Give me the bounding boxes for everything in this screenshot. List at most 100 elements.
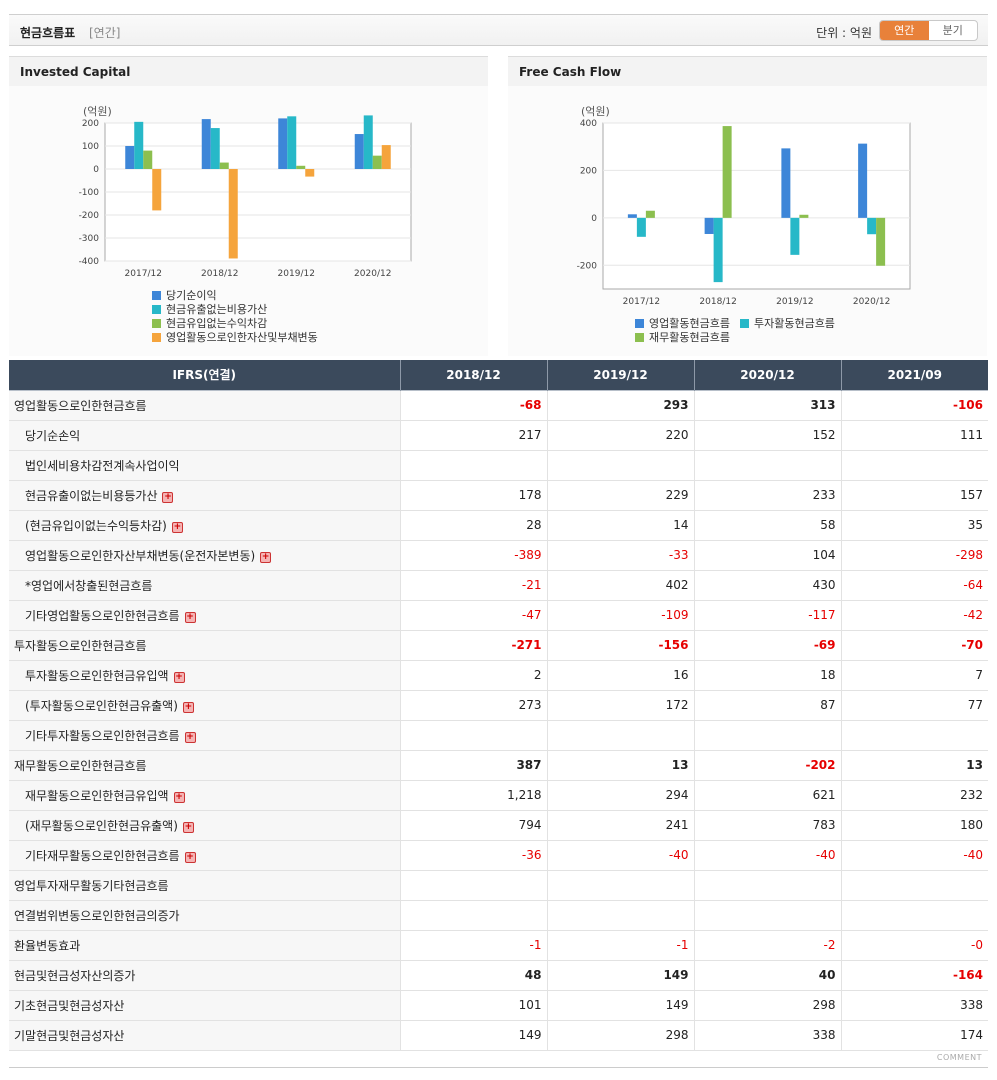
table-cell: 16	[546, 660, 694, 691]
bar	[219, 162, 229, 169]
expand-plus-icon[interactable]: +	[184, 851, 196, 863]
x-tick-label: 2020/12	[354, 269, 391, 279]
legend-item: 현금유입없는수익차감	[152, 316, 267, 330]
row-label: (투자활동으로인한현금유출액) +	[9, 690, 400, 721]
bar	[799, 214, 809, 218]
table-cell: 178	[399, 480, 547, 511]
table-cell: 111	[840, 420, 988, 451]
comment-toggle[interactable]: COMMENT	[936, 1053, 982, 1062]
row-label-text: *영업에서창출된현금흐름	[25, 578, 153, 593]
table-header-col: 2018/12	[399, 360, 547, 390]
quarter-toggle-button[interactable]: 분기	[942, 24, 963, 37]
table-header-label: IFRS(연결)	[9, 360, 400, 390]
annual-toggle-button[interactable]: 연간	[880, 21, 929, 40]
expand-plus-icon[interactable]: +	[173, 791, 185, 803]
table-cell: 229	[546, 480, 694, 511]
table-cell	[399, 720, 547, 751]
table-cell: 14	[546, 510, 694, 541]
table-cell	[399, 450, 547, 481]
table-cell: -1	[399, 930, 547, 961]
row-label-text: 연결범위변동으로인한현금의증가	[14, 908, 180, 923]
bar	[713, 217, 723, 283]
table-cell: 338	[693, 1020, 841, 1051]
table-cell: -68	[399, 389, 547, 421]
table-cell: 298	[546, 1020, 694, 1051]
row-label-text: 기타재무활동으로인한현금흐름	[25, 848, 180, 863]
bar	[278, 118, 288, 169]
expand-plus-icon[interactable]: +	[184, 611, 196, 623]
table-cell: 157	[840, 480, 988, 511]
x-tick-label: 2019/12	[776, 297, 813, 307]
invested-capital-title: Invested Capital	[9, 56, 488, 86]
bar	[354, 134, 364, 169]
free-cash-flow-legend: 영업활동현금흐름 투자활동현금흐름 재무활동현금흐름	[635, 316, 845, 344]
bar	[363, 115, 373, 169]
free-cash-flow-title: Free Cash Flow	[508, 56, 987, 86]
free-cash-flow-panel: Free Cash Flow 400 200 0 -200 (억원) 2017/12 201…	[508, 56, 987, 356]
expand-plus-icon[interactable]: +	[171, 521, 183, 533]
table-row: 법인세비용차감전계속사업이익	[9, 450, 988, 481]
table-cell	[840, 720, 988, 751]
row-label: 환율변동효과	[9, 930, 400, 961]
bar	[134, 121, 144, 169]
table-cell: 387	[399, 749, 547, 781]
table-cell: 294	[546, 780, 694, 811]
row-label-text: 현금유출이없는비용등가산	[25, 488, 158, 503]
table-cell: -33	[546, 540, 694, 571]
period-label: [연간]	[89, 26, 121, 40]
table-row: 영업활동으로인한자산부채변동(운전자본변동) + -389 -33 104 -298	[9, 540, 988, 571]
table-cell: 402	[546, 570, 694, 601]
y-tick-label: 0	[591, 214, 597, 224]
x-tick-label: 2018/12	[201, 269, 238, 279]
bar	[704, 217, 714, 234]
row-label-text: 환율변동효과	[14, 938, 81, 953]
table-cell	[840, 869, 988, 901]
table-cell: -202	[693, 749, 841, 781]
table-cell: 313	[693, 389, 841, 421]
y-tick-label: -100	[79, 188, 100, 198]
expand-plus-icon[interactable]: +	[173, 671, 185, 683]
row-label: 재무활동으로인한현금흐름	[9, 749, 400, 781]
table-cell	[693, 869, 841, 901]
row-label-text: 재무활동으로인한현금유입액	[25, 788, 169, 803]
table-row: 기말현금및현금성자산 149 298 338 174	[9, 1020, 988, 1051]
table-cell: 233	[693, 480, 841, 511]
table-cell: 338	[840, 990, 988, 1021]
table-cell: 1,218	[399, 780, 547, 811]
row-label-text: 영업활동으로인한현금흐름	[14, 398, 147, 413]
table-cell: -70	[840, 629, 988, 661]
table-cell: 298	[693, 990, 841, 1021]
row-label: *영업에서창출된현금흐름	[9, 570, 400, 601]
row-label-text: 당기순손익	[25, 428, 81, 443]
row-label-text: 기타투자활동으로인한현금흐름	[25, 728, 180, 743]
table-cell: 77	[840, 690, 988, 721]
row-label-text: (재무활동으로인한현금유출액)	[25, 818, 178, 833]
table-header-col: 2019/12	[546, 360, 694, 390]
invested-capital-chart: 200 100 0 -100 -200 -300 -400 (억원) 2017/12 2018/1…	[79, 105, 412, 279]
expand-plus-icon[interactable]: +	[182, 701, 194, 713]
table-cell: -36	[399, 840, 547, 871]
x-tick-label: 2017/12	[623, 297, 660, 307]
table-row: 기타투자활동으로인한현금흐름 +	[9, 720, 988, 751]
table-cell: 2	[399, 660, 547, 691]
x-tick-label: 2017/12	[125, 269, 162, 279]
x-tick-label: 2018/12	[699, 297, 736, 307]
legend-item: 현금유출없는비용가산	[152, 302, 267, 316]
table-cell: -21	[399, 570, 547, 601]
table-cell: -47	[399, 600, 547, 631]
bar	[790, 217, 800, 255]
table-cell: -2	[693, 930, 841, 961]
bar	[781, 148, 791, 218]
table-cell: 149	[399, 1020, 547, 1051]
expand-plus-icon[interactable]: +	[182, 821, 194, 833]
table-cell: 40	[693, 960, 841, 991]
table-row: 기타재무활동으로인한현금흐름 + -36 -40 -40 -40	[9, 840, 988, 871]
expand-plus-icon[interactable]: +	[260, 551, 272, 563]
y-tick-label: -200	[79, 211, 100, 221]
bar	[636, 217, 646, 237]
row-label: 영업활동으로인한현금흐름	[9, 389, 400, 421]
table-cell: -42	[840, 600, 988, 631]
expand-plus-icon[interactable]: +	[162, 491, 174, 503]
expand-plus-icon[interactable]: +	[184, 731, 196, 743]
y-tick-label: 200	[82, 119, 99, 129]
